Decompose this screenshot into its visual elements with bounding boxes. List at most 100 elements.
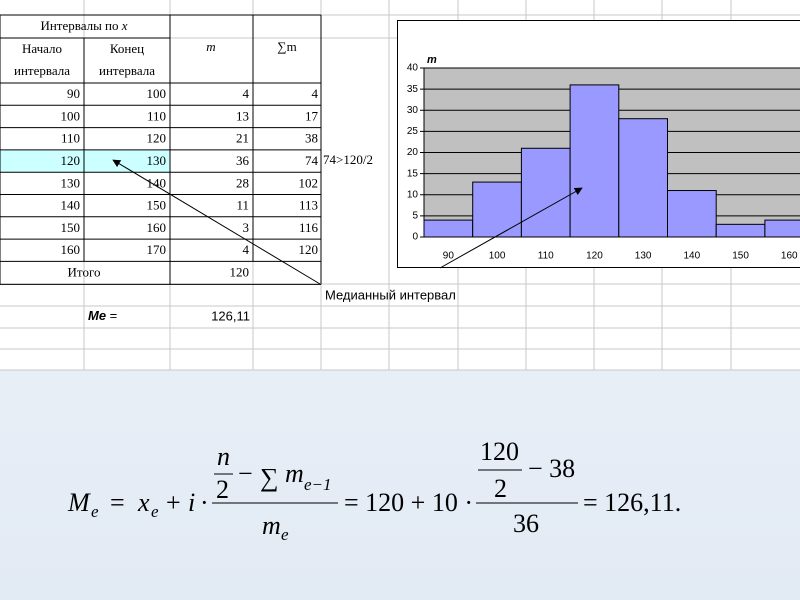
cell: 120 <box>299 242 319 257</box>
cell: 28 <box>236 175 249 190</box>
arrow <box>112 159 321 285</box>
me-name: Me <box>88 308 106 323</box>
formula-part: e <box>151 502 159 521</box>
formula-part: x <box>137 488 150 517</box>
header: m <box>206 39 215 54</box>
cell: 150 <box>147 198 167 213</box>
header: интервала <box>14 63 70 78</box>
bar <box>520 147 571 238</box>
y-tick-label: 25 <box>407 126 419 137</box>
formula-part: = <box>110 488 125 517</box>
cell: 13 <box>236 108 249 123</box>
total-value: 120 <box>230 264 250 279</box>
me-value: 126,11 <box>211 308 250 323</box>
bar <box>472 181 522 238</box>
formula-part: 36 <box>513 509 539 538</box>
cell: 3 <box>243 220 250 235</box>
x-tick-label: 90 <box>443 251 455 262</box>
formula-part: M <box>67 488 91 517</box>
cell: 120 <box>147 131 167 146</box>
formula-part: ∑ <box>260 463 279 492</box>
cell: 100 <box>147 86 167 101</box>
me-eq: = <box>106 308 117 323</box>
cell: 90 <box>67 86 80 101</box>
y-tick-label: 10 <box>407 189 419 200</box>
formula-part: e <box>281 525 289 544</box>
cell: 113 <box>299 198 318 213</box>
cell: 120 <box>61 153 81 168</box>
header: интервала <box>99 63 155 78</box>
cell: 130 <box>61 175 81 190</box>
y-tick-label: 5 <box>412 211 418 222</box>
formula-part: i <box>188 488 195 517</box>
formula-part: = 126,11. <box>583 488 681 517</box>
x-tick-label: 120 <box>586 251 603 262</box>
y-tick-label: 40 <box>407 63 419 74</box>
cell: 21 <box>236 131 249 146</box>
x-tick-label: 150 <box>732 251 749 262</box>
cell: 4 <box>243 242 250 257</box>
cell: 38 <box>305 131 318 146</box>
formula-part: 120 <box>480 437 519 466</box>
chart: m 0 5 10 15 20 25 30 35 40 90 100 110 120 130 140 150 16… <box>397 20 800 268</box>
header: Конец <box>110 41 144 56</box>
x-tick-label: 110 <box>538 251 554 262</box>
bar <box>667 190 717 238</box>
formula-part: m <box>285 459 304 488</box>
me-label: Me = <box>88 308 117 323</box>
formula-part: − 38 <box>528 454 575 483</box>
cell: 110 <box>61 131 80 146</box>
bar <box>618 118 669 238</box>
formula-part: + <box>166 488 181 517</box>
cell: 140 <box>147 175 167 190</box>
y-tick-label: 0 <box>412 232 418 243</box>
formula-part: e−1 <box>304 475 332 494</box>
header: ∑m <box>277 39 296 54</box>
formula-part: 2 <box>494 474 507 503</box>
y-tick-label: 30 <box>407 105 419 116</box>
y-tick-label: 15 <box>407 168 419 179</box>
cell: 102 <box>299 175 319 190</box>
formula-part: − <box>238 459 253 488</box>
x-tick-label: 130 <box>635 251 652 262</box>
cell: 170 <box>147 242 167 257</box>
median-label: Медианный интервал <box>325 287 456 302</box>
cell: 116 <box>299 220 319 235</box>
cell: 4 <box>312 86 319 101</box>
header: Интервалы по x <box>40 18 127 33</box>
header-text: Интервалы по <box>40 18 121 33</box>
formula: M e = x e + i · n 2 − ∑ m e−1 m e = 120 … <box>67 437 681 544</box>
x-tick-label: 140 <box>684 251 701 262</box>
cell: 110 <box>147 108 166 123</box>
y-tick-label: 35 <box>407 84 419 95</box>
cell: 11 <box>236 198 249 213</box>
x-tick-label: 100 <box>489 251 506 262</box>
bar <box>715 223 766 238</box>
cell: 17 <box>305 108 319 123</box>
formula-part: e <box>91 502 99 521</box>
header: Начало <box>22 41 62 56</box>
cell: 4 <box>243 86 250 101</box>
cell: 140 <box>61 198 81 213</box>
chart-title: m <box>427 54 437 66</box>
cell: 74 <box>305 153 319 168</box>
cell: 130 <box>147 153 167 168</box>
formula-part: = 120 + 10 · <box>344 488 473 517</box>
cell: 36 <box>236 153 250 168</box>
formula-part: m <box>262 511 281 540</box>
header-var: x <box>121 18 128 33</box>
highlight <box>0 150 170 172</box>
y-tick-label: 20 <box>407 147 419 158</box>
bar <box>764 219 800 238</box>
formula-part: · <box>200 488 209 517</box>
cell: 160 <box>61 242 81 257</box>
formula-part: 2 <box>216 475 229 504</box>
cell: 150 <box>61 220 81 235</box>
table: Интервалы по x Начало интервала Конец ин… <box>0 14 456 323</box>
note: 74>120/2 <box>323 152 373 167</box>
bar <box>569 84 620 238</box>
cell: 160 <box>147 220 167 235</box>
formula-part: n <box>217 442 230 471</box>
total-label: Итого <box>68 264 101 279</box>
